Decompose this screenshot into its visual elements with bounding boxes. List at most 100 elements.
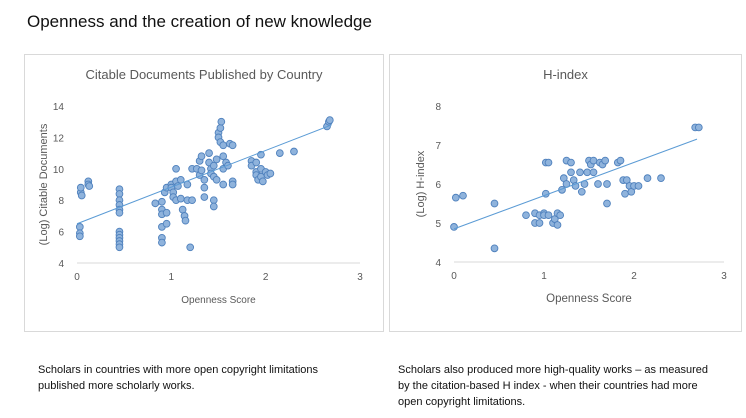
chart-panel-h-index: H-index 0 1 2 3 4 5 6 7 8 Openness Score (Log) H-in… [389,54,742,332]
chart1-y-axis-label: (Log) Citable Documents [38,123,50,245]
chart1-data-point [197,152,206,161]
chart1-data-point [200,183,209,192]
chart1-data-point [200,193,209,201]
chart2-data-point [603,199,611,208]
chart2-title: H-index [543,67,588,82]
chart2-data-point [603,180,611,188]
chart1-data-point [212,175,221,184]
chart-h-index: H-index 0 1 2 3 4 5 6 7 8 Openness Score (Log) H-in… [415,67,727,305]
chart1-data-point [115,208,124,217]
chart1-data-point [115,243,124,252]
chart1-data-point [266,169,275,178]
chart2-y-tick-label: 6 [435,180,441,191]
chart1-data-point [178,205,187,214]
chart2-x-tick-label: 1 [541,271,547,282]
chart2-data-point [634,182,643,190]
chart1-y-tick-label: 14 [53,102,65,113]
chart2-data-point [694,123,703,132]
chart1-data-point [75,232,84,241]
chart1-data-point [197,166,206,175]
chart1-data-point [217,117,226,126]
chart2-data-point [450,223,458,231]
chart2-data-point [621,189,629,198]
chart2-data-point [567,168,575,177]
chart1-data-point [209,161,218,170]
chart2-data-point [490,199,499,208]
chart2-data-point [567,158,575,167]
chart2-data-point [583,168,592,177]
chart2-data-point [616,156,625,165]
chart1-data-point [228,141,237,150]
chart1-data-point [205,149,213,157]
chart2-data-point [657,174,665,183]
chart1-data-point [188,196,196,205]
chart1-data-point [228,180,237,189]
chart1-data-point [212,155,221,164]
chart1-y-tick-label: 6 [58,228,64,239]
chart1-data-point [325,116,334,124]
chart2-y-tick-label: 4 [435,258,441,269]
chart1-data-point [176,194,185,203]
chart2-data-point [544,211,553,220]
chart-citable-documents: Citable Documents Published by Country 0 1… [38,67,363,306]
chart2-data-point [459,191,467,200]
chart1-data-point [77,191,86,200]
chart2-y-tick-label: 8 [435,102,441,113]
chart2-x-tick-label: 0 [451,271,457,282]
chart2-y-tick-label: 5 [435,219,441,230]
chart2-data-point [643,174,652,183]
chart2-data-point [589,168,598,177]
chart1-trendline [76,124,332,225]
chart1-data-point [76,183,85,192]
chart1-data-point [209,202,218,211]
chart1-title: Citable Documents Published by Country [85,67,323,82]
chart1-data-point [186,243,195,252]
chart1-data-point [85,182,94,190]
chart2-data-point [535,219,544,227]
chart2-data-point [451,193,460,202]
chart1-data-point [219,152,228,161]
chart2-x-axis-label: Openness Score [546,293,632,305]
chart2-trendline [453,138,698,230]
chart-panel-citable-documents: Citable Documents Published by Country 0 1… [24,54,384,332]
chart1-data-point [275,149,284,157]
chart2-data-point [577,187,586,196]
chart1-data-point [290,147,298,156]
chart1-data-point [172,164,180,173]
chart1-x-tick-label: 1 [169,272,175,283]
chart2-x-tick-label: 2 [631,271,637,282]
chart1-data-point [181,216,190,225]
chart2-y-axis-label: (Log) H-index [415,150,427,217]
chart1-data-point [162,208,171,217]
caption-h-index: Scholars also produced more high-quality… [398,364,708,408]
page-title: Openness and the creation of new knowled… [27,12,372,31]
chart1-y-tick-label: 12 [53,133,65,144]
chart2-data-point [490,244,499,253]
chart1-data-point [209,196,218,205]
chart1-data-point [252,158,261,167]
chart2-x-tick-label: 3 [721,271,727,282]
chart1-data-point [162,219,171,228]
caption-citable-documents: Scholars in countries with more open cop… [38,364,319,392]
chart2-data-point [594,180,602,188]
chart1-data-point [258,177,267,186]
chart2-data-point [556,211,565,220]
chart1-y-tick-label: 10 [53,165,65,176]
chart1-data-point [200,175,209,184]
chart1-y-tick-label: 4 [58,259,64,270]
chart1-data-point [216,124,225,132]
chart2-y-tick-label: 7 [435,141,441,152]
chart1-data-point [219,180,228,189]
chart2-data-point [553,221,562,229]
chart1-x-tick-label: 0 [74,272,80,283]
chart1-x-axis-label: Openness Score [181,295,256,306]
chart1-data-point [151,199,160,208]
chart2-data-point [601,156,610,165]
chart1-x-tick-label: 2 [263,272,269,283]
chart1-data-point [158,197,166,206]
chart1-y-tick-label: 8 [58,196,64,207]
chart2-data-point [576,168,584,177]
chart2-data-point [589,156,598,165]
chart2-data-point [522,211,530,220]
chart1-data-point [158,238,166,247]
